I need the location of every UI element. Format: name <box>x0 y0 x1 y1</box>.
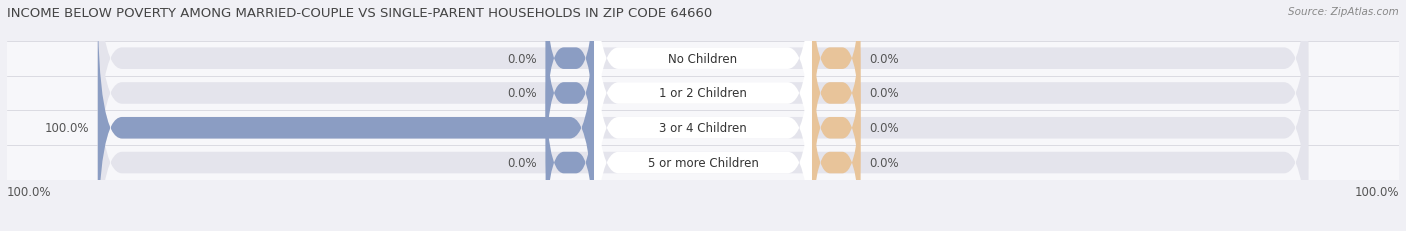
FancyBboxPatch shape <box>595 0 811 187</box>
FancyBboxPatch shape <box>595 0 811 231</box>
Bar <box>7 76 1399 111</box>
Text: 0.0%: 0.0% <box>508 87 537 100</box>
Text: Source: ZipAtlas.com: Source: ZipAtlas.com <box>1288 7 1399 17</box>
Text: 0.0%: 0.0% <box>869 122 898 135</box>
Text: 0.0%: 0.0% <box>869 52 898 65</box>
Text: 1 or 2 Children: 1 or 2 Children <box>659 87 747 100</box>
Text: 5 or more Children: 5 or more Children <box>648 156 758 169</box>
Text: 0.0%: 0.0% <box>508 52 537 65</box>
FancyBboxPatch shape <box>595 35 811 231</box>
Text: 0.0%: 0.0% <box>869 87 898 100</box>
FancyBboxPatch shape <box>98 0 1308 187</box>
FancyBboxPatch shape <box>98 35 1308 231</box>
FancyBboxPatch shape <box>98 0 1308 221</box>
Text: 3 or 4 Children: 3 or 4 Children <box>659 122 747 135</box>
FancyBboxPatch shape <box>811 0 860 152</box>
Text: 0.0%: 0.0% <box>508 156 537 169</box>
Text: 0.0%: 0.0% <box>869 156 898 169</box>
Text: 100.0%: 100.0% <box>44 122 89 135</box>
Text: INCOME BELOW POVERTY AMONG MARRIED-COUPLE VS SINGLE-PARENT HOUSEHOLDS IN ZIP COD: INCOME BELOW POVERTY AMONG MARRIED-COUPL… <box>7 7 713 20</box>
FancyBboxPatch shape <box>98 0 595 231</box>
FancyBboxPatch shape <box>811 35 860 221</box>
Bar <box>7 42 1399 76</box>
FancyBboxPatch shape <box>811 70 860 231</box>
Text: 100.0%: 100.0% <box>1354 185 1399 198</box>
FancyBboxPatch shape <box>546 0 595 187</box>
Text: 100.0%: 100.0% <box>7 185 52 198</box>
Text: No Children: No Children <box>668 52 738 65</box>
Bar <box>7 146 1399 180</box>
FancyBboxPatch shape <box>595 0 811 221</box>
FancyBboxPatch shape <box>98 0 1308 231</box>
FancyBboxPatch shape <box>546 70 595 231</box>
FancyBboxPatch shape <box>811 0 860 187</box>
FancyBboxPatch shape <box>546 0 595 152</box>
Bar <box>7 111 1399 146</box>
